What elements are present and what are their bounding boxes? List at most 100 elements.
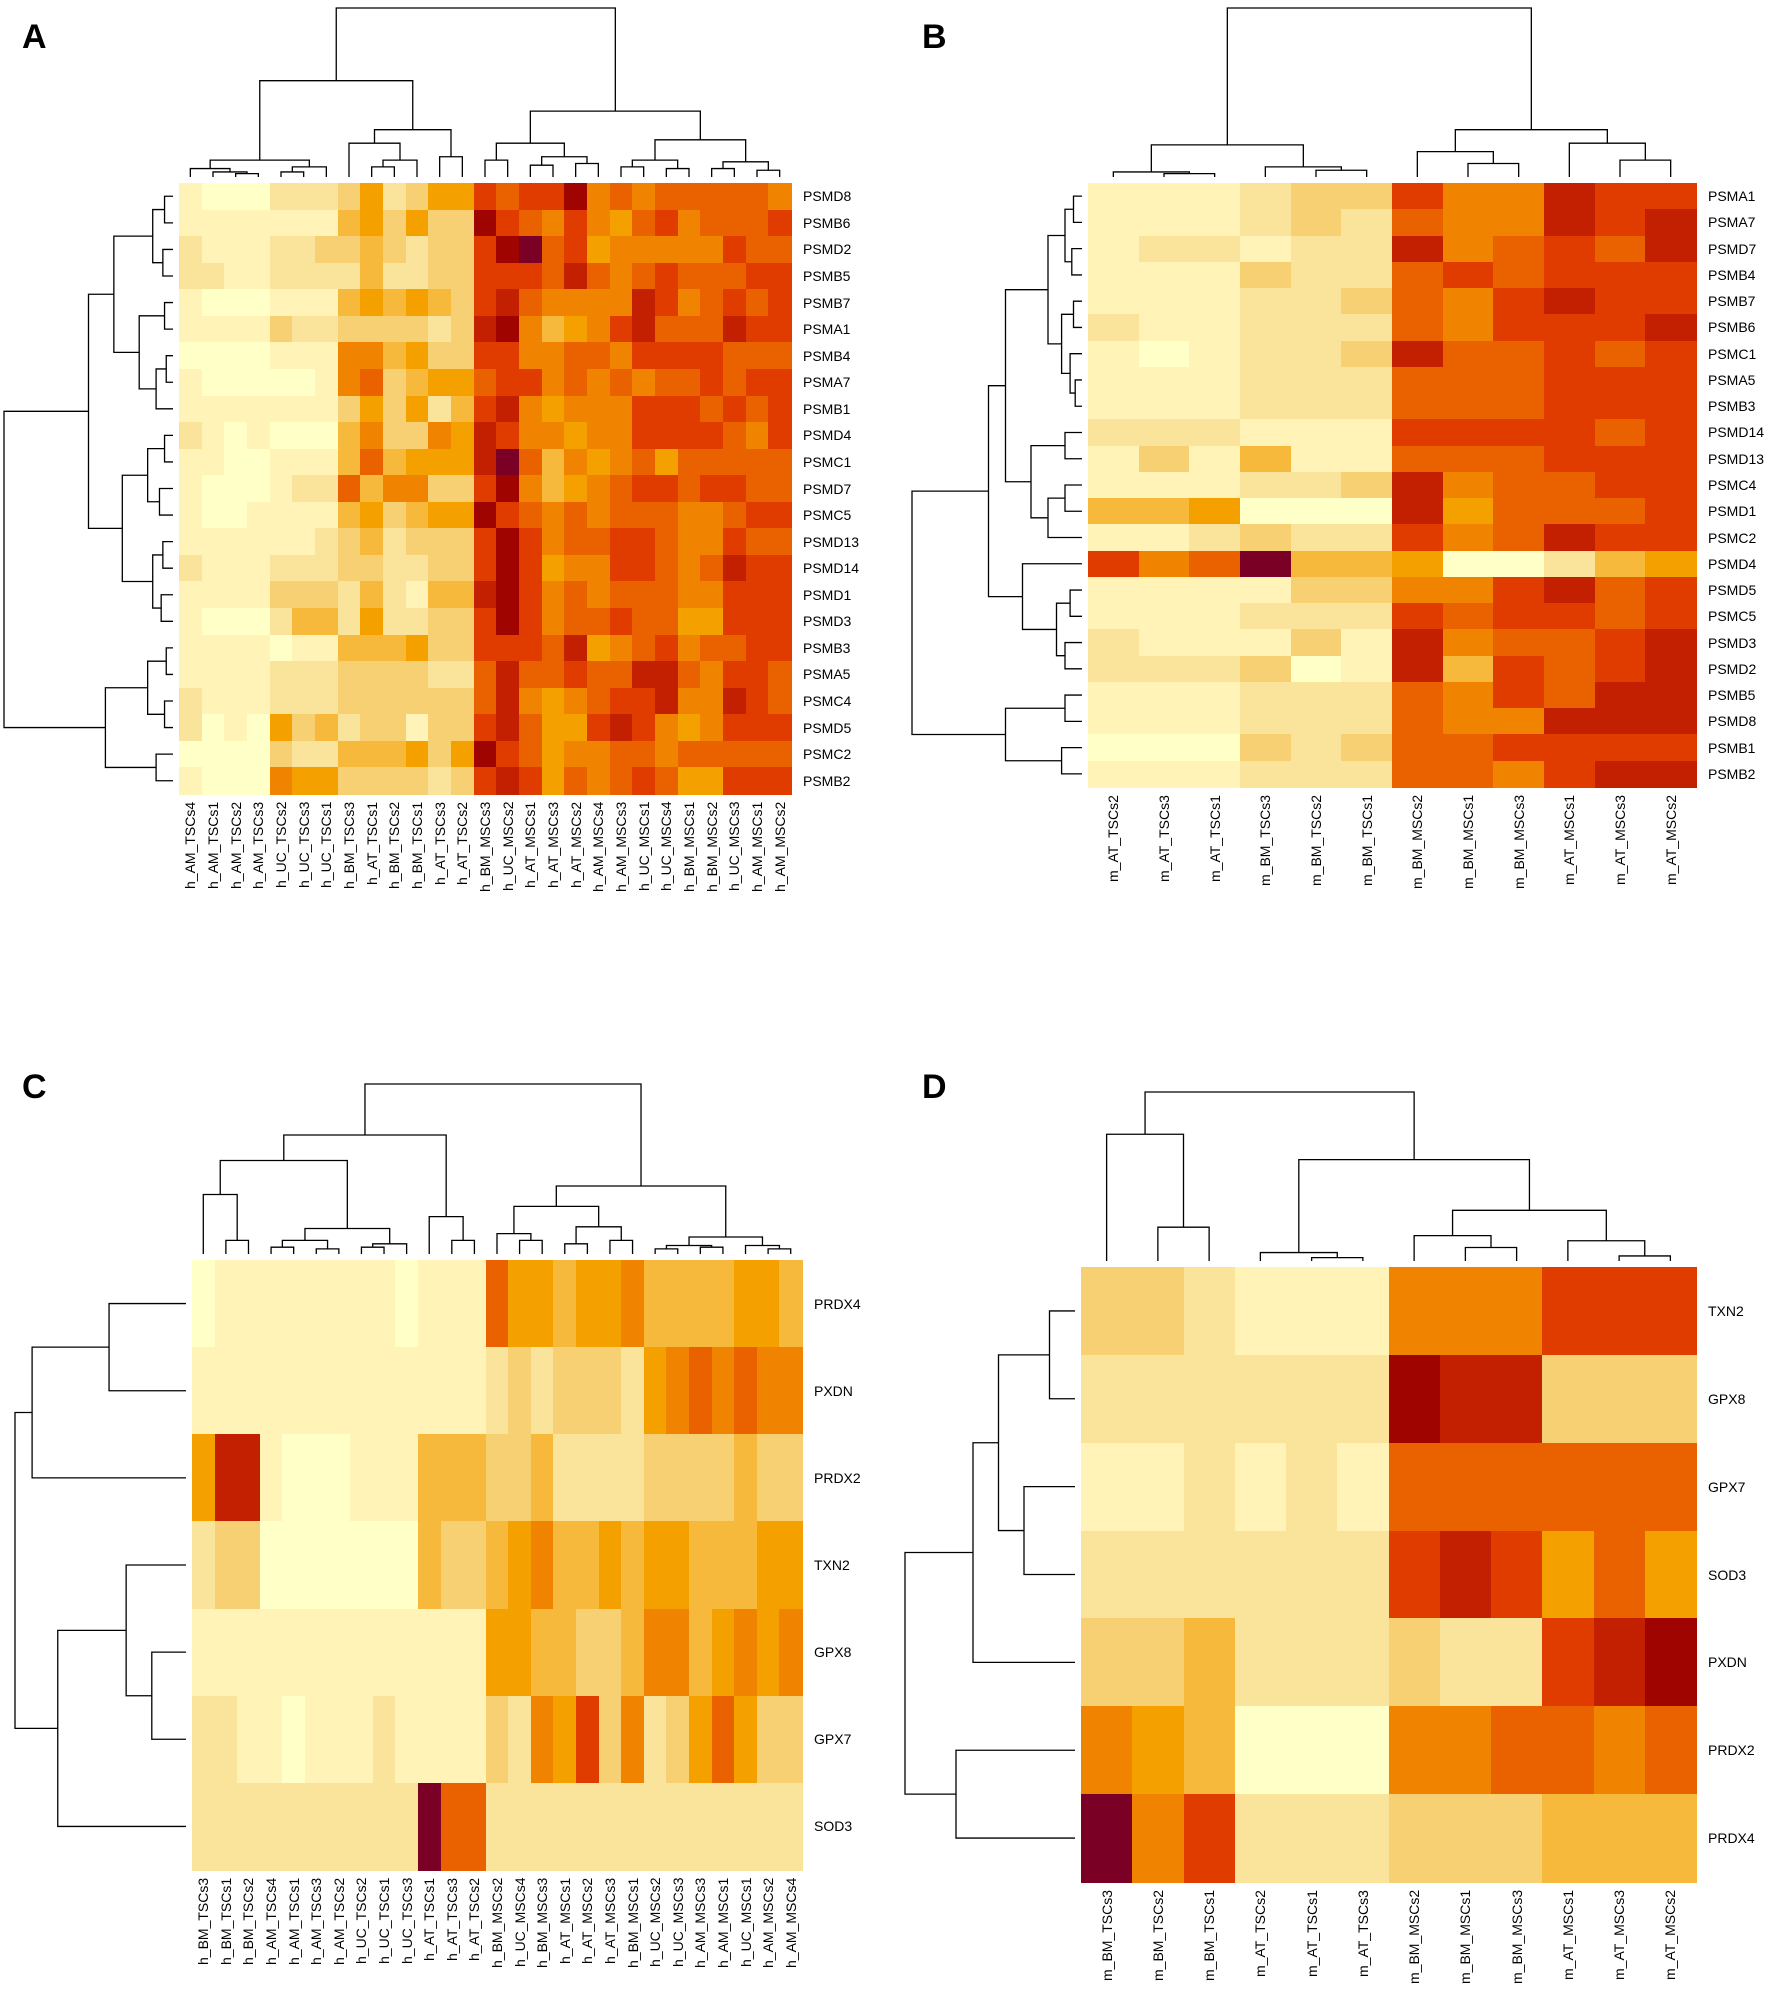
column-dendrogram-branch	[1619, 159, 1672, 177]
heatmap-cell	[428, 581, 452, 609]
heatmap-cell	[224, 183, 248, 211]
heatmap-cell	[269, 714, 293, 742]
column-label: h_AT_MSCs2	[567, 802, 584, 889]
heatmap-cell	[598, 1260, 622, 1348]
heatmap-cell	[337, 262, 361, 290]
heatmap-cell	[304, 1782, 329, 1871]
heatmap-cell	[224, 581, 248, 609]
heatmap-cell	[496, 315, 520, 343]
heatmap-cell	[292, 475, 316, 503]
heatmap-cell	[1392, 314, 1444, 342]
heatmap-cell	[224, 687, 248, 715]
heatmap-cell	[405, 475, 429, 503]
heatmap-cell	[179, 342, 203, 370]
heatmap-cell	[269, 554, 293, 583]
heatmap-cell	[768, 262, 792, 290]
heatmap-cell	[598, 1347, 622, 1435]
heatmap-cell	[700, 767, 724, 795]
heatmap-cell	[224, 501, 248, 529]
heatmap-cell	[1491, 1267, 1543, 1356]
heatmap-cell	[1594, 734, 1646, 762]
heatmap-cell	[1240, 340, 1292, 368]
heatmap-cell	[723, 422, 747, 450]
heatmap-cell	[1088, 471, 1140, 499]
heatmap-cell	[428, 608, 452, 636]
heatmap-cell	[496, 209, 520, 237]
heatmap-cell	[576, 1608, 600, 1697]
heatmap-cell	[1645, 655, 1697, 683]
heatmap-cell	[632, 501, 656, 529]
heatmap-cell	[201, 448, 225, 476]
heatmap-cell	[1132, 1794, 1185, 1883]
heatmap-cell	[1138, 629, 1190, 657]
heatmap-cell	[1593, 1442, 1646, 1532]
heatmap-cell	[451, 661, 475, 689]
heatmap-cell	[1392, 498, 1444, 525]
heatmap-cell	[201, 740, 225, 769]
heatmap-cell	[1544, 603, 1596, 631]
heatmap-cell	[1645, 393, 1697, 420]
heatmap-cell	[417, 1521, 442, 1610]
heatmap-cell	[440, 1695, 464, 1784]
heatmap-cell	[1594, 471, 1646, 499]
row-label: PSMB2	[1708, 765, 1756, 782]
heatmap-cell	[417, 1347, 442, 1435]
heatmap-cell	[201, 209, 225, 237]
heatmap-cell	[666, 1782, 690, 1871]
heatmap-cell	[179, 422, 203, 450]
column-label: m_AT_MSCs2	[1662, 1890, 1679, 1980]
heatmap-cell	[711, 1260, 735, 1348]
heatmap-cell	[700, 475, 724, 503]
heatmap-cell	[247, 289, 271, 317]
column-dendrogram-branch	[665, 1244, 713, 1249]
column-dendrogram-branch	[688, 1236, 764, 1246]
heatmap-cell	[564, 608, 588, 636]
heatmap-cell	[1337, 1354, 1390, 1444]
heatmap-cell	[1442, 340, 1494, 368]
heatmap-cell	[224, 315, 248, 343]
heatmap-cell	[247, 740, 271, 769]
heatmap-cell	[496, 368, 520, 397]
heatmap-cell	[360, 236, 384, 264]
heatmap-cell	[1341, 576, 1393, 604]
heatmap-cell	[1088, 629, 1140, 657]
heatmap-cell	[587, 608, 611, 636]
heatmap-cell	[337, 342, 361, 370]
heatmap-cell	[1644, 1442, 1697, 1532]
heatmap-cell	[1442, 366, 1494, 394]
heatmap-cell	[179, 554, 203, 583]
heatmap-cell	[383, 342, 407, 370]
heatmap-cell	[1189, 419, 1241, 447]
heatmap-cell	[723, 183, 747, 211]
heatmap-cell	[553, 1521, 577, 1610]
heatmap-cell	[247, 236, 271, 264]
heatmap-cell	[677, 687, 701, 715]
heatmap-cell	[224, 554, 248, 583]
heatmap-cell	[632, 448, 656, 476]
heatmap-cell	[1138, 471, 1190, 499]
heatmap-cell	[1341, 183, 1393, 210]
heatmap-cell	[451, 368, 475, 397]
heatmap-cell	[609, 262, 633, 290]
row-dendrogram-branch	[1060, 746, 1082, 775]
heatmap-cell	[1183, 1706, 1236, 1795]
heatmap-cell	[1341, 708, 1393, 736]
heatmap-cell	[1439, 1267, 1492, 1356]
heatmap-cell	[734, 1260, 758, 1348]
heatmap-cell	[541, 236, 565, 264]
heatmap-cell	[1392, 288, 1444, 315]
heatmap-cell	[564, 448, 588, 476]
heatmap-cell	[655, 714, 679, 742]
heatmap-cell	[700, 528, 724, 556]
row-label: PSMB1	[803, 400, 851, 417]
row-label: PSMD2	[803, 241, 852, 258]
heatmap-cell	[1439, 1442, 1492, 1532]
heatmap-cell	[553, 1695, 577, 1784]
heatmap-cell	[247, 262, 271, 290]
heatmap-cell	[541, 528, 565, 556]
heatmap-cell	[496, 501, 520, 529]
heatmap-cell	[1388, 1354, 1441, 1444]
heatmap-cell	[1189, 340, 1241, 368]
heatmap-cell	[1088, 445, 1140, 473]
heatmap-cell	[1138, 288, 1190, 315]
